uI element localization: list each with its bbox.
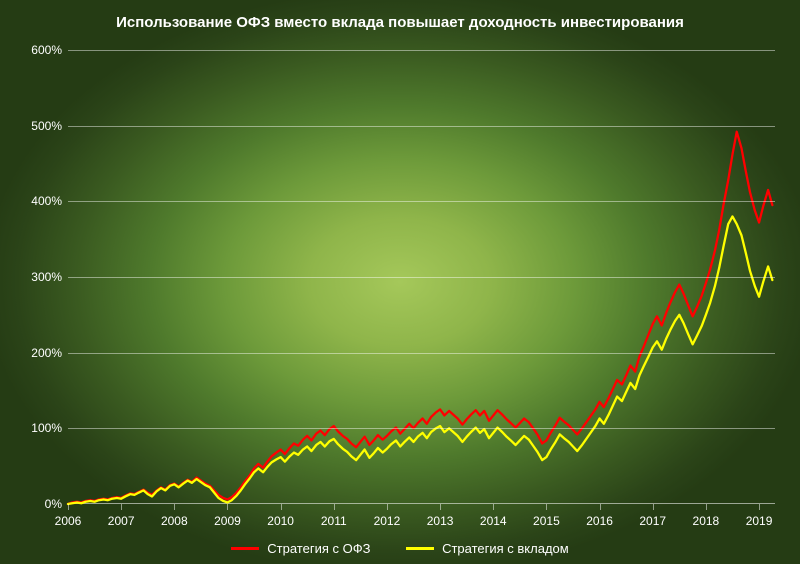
x-tick-label: 2015 xyxy=(533,514,560,528)
x-tick xyxy=(334,504,335,510)
y-tick-label: 100% xyxy=(20,421,62,435)
x-tick-label: 2014 xyxy=(480,514,507,528)
x-tick xyxy=(653,504,654,510)
x-tick-label: 2006 xyxy=(55,514,82,528)
legend-item-ofz: Стратегия с ОФЗ xyxy=(231,541,370,556)
y-tick-label: 200% xyxy=(20,346,62,360)
x-tick xyxy=(706,504,707,510)
x-tick-label: 2008 xyxy=(161,514,188,528)
x-tick xyxy=(600,504,601,510)
x-tick-label: 2012 xyxy=(374,514,401,528)
x-tick-label: 2013 xyxy=(427,514,454,528)
x-tick-label: 2019 xyxy=(746,514,773,528)
gridline xyxy=(68,277,775,278)
x-tick xyxy=(546,504,547,510)
gridline xyxy=(68,353,775,354)
x-tick-label: 2017 xyxy=(639,514,666,528)
x-tick xyxy=(493,504,494,510)
chart-root: Использование ОФЗ вместо вклада повышает… xyxy=(0,0,800,564)
legend-swatch-deposit xyxy=(406,547,434,550)
y-tick-label: 300% xyxy=(20,270,62,284)
x-tick-label: 2009 xyxy=(214,514,241,528)
legend-label-deposit: Стратегия с вкладом xyxy=(442,541,569,556)
legend-swatch-ofz xyxy=(231,547,259,550)
x-tick-label: 2010 xyxy=(267,514,294,528)
x-tick-label: 2011 xyxy=(321,514,347,528)
gridline xyxy=(68,201,775,202)
y-tick-label: 500% xyxy=(20,119,62,133)
chart-title: Использование ОФЗ вместо вклада повышает… xyxy=(0,14,800,31)
legend-item-deposit: Стратегия с вкладом xyxy=(406,541,569,556)
y-tick-label: 600% xyxy=(20,43,62,57)
legend-label-ofz: Стратегия с ОФЗ xyxy=(267,541,370,556)
x-tick xyxy=(121,504,122,510)
x-tick xyxy=(68,504,69,510)
x-tick-label: 2007 xyxy=(108,514,135,528)
x-tick xyxy=(387,504,388,510)
x-tick xyxy=(759,504,760,510)
plot-area: 0%100%200%300%400%500%600%20062007200820… xyxy=(68,50,775,504)
gridline xyxy=(68,428,775,429)
series-line xyxy=(68,216,772,504)
y-tick-label: 400% xyxy=(20,194,62,208)
x-tick-label: 2018 xyxy=(693,514,720,528)
gridline xyxy=(68,50,775,51)
legend: Стратегия с ОФЗ Стратегия с вкладом xyxy=(0,538,800,556)
x-tick xyxy=(440,504,441,510)
y-tick-label: 0% xyxy=(20,497,62,511)
series-line xyxy=(68,132,772,504)
x-tick-label: 2016 xyxy=(586,514,613,528)
x-tick xyxy=(227,504,228,510)
x-tick xyxy=(174,504,175,510)
gridline xyxy=(68,126,775,127)
x-tick xyxy=(281,504,282,510)
